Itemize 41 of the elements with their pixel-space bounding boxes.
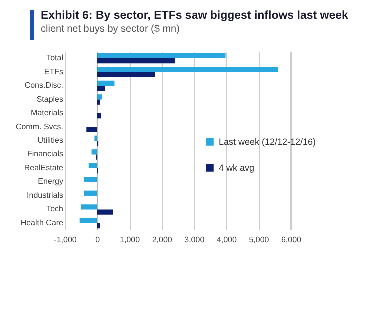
x-tick-label: 3,000 (184, 236, 206, 244)
bar (86, 127, 98, 132)
bar (84, 190, 98, 196)
y-tick-label: Industrials (27, 190, 64, 200)
legend-label: 4 wk avg (219, 163, 255, 173)
bar (97, 210, 114, 215)
y-tick-label: Health Care (20, 218, 64, 228)
bar (97, 67, 278, 72)
x-tick-label: 1,000 (120, 236, 141, 244)
x-tick-label: 6,000 (281, 236, 302, 244)
x-tick-label: 5,000 (249, 236, 270, 244)
y-tick-label: RealEstate (24, 163, 64, 172)
chart-subtitle: client net buys by sector ($ mn) (41, 24, 181, 35)
y-tick-label: Tech (46, 204, 64, 214)
chart-title: Exhibit 6: By sector, ETFs saw biggest inflows last week (41, 10, 348, 22)
y-tick-label: ETFs (44, 67, 64, 76)
y-tick-label: Utilities (38, 136, 64, 145)
y-tick-label: Cons.Disc. (24, 81, 64, 90)
y-tick-label: Energy (38, 177, 64, 186)
x-tick-label: 0 (96, 236, 101, 244)
y-tick-label: Materials (31, 108, 64, 118)
bar (80, 218, 98, 224)
y-tick-label: Total (46, 54, 64, 63)
y-tick-label: Staples (36, 94, 64, 104)
x-tick-label: 4,000 (216, 236, 238, 244)
x-tick-label: 2,000 (152, 236, 173, 244)
y-tick-label: Financials (27, 150, 64, 159)
x-tick-label: -1,000 (54, 236, 78, 244)
bar (97, 58, 176, 64)
bar (97, 86, 106, 92)
bar (97, 72, 156, 78)
bar (97, 80, 115, 86)
bar (84, 177, 98, 182)
bar (97, 53, 226, 59)
bar (97, 94, 102, 100)
legend-label: Last week (12/12-12/16) (219, 137, 316, 147)
bar (88, 163, 98, 168)
y-tick-label: Comm. Svcs. (16, 122, 64, 132)
bar (94, 136, 98, 141)
bar (97, 223, 101, 229)
bar (81, 204, 98, 210)
